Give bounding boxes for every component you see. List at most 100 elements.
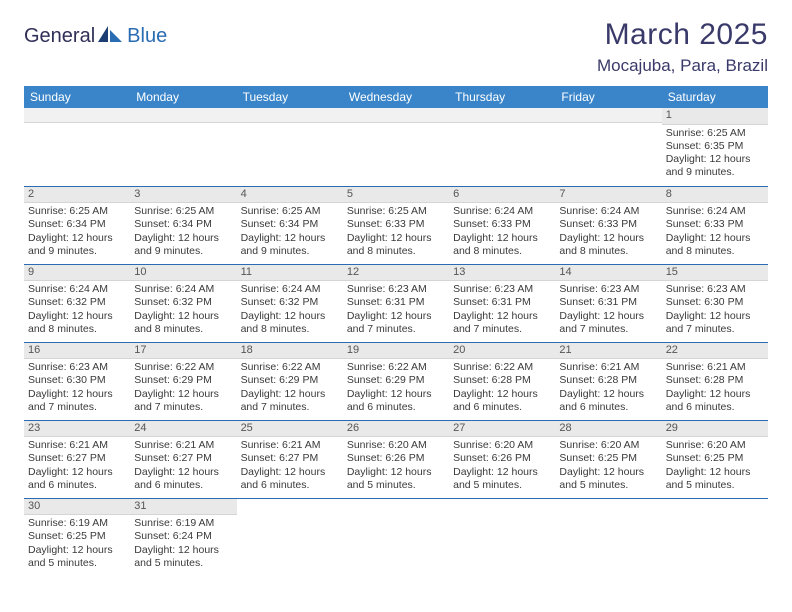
day-details: Sunrise: 6:23 AMSunset: 6:31 PMDaylight:… (449, 281, 555, 339)
sunrise-text: Sunrise: 6:23 AM (347, 283, 445, 296)
sunset-text: Sunset: 6:34 PM (28, 218, 126, 231)
day-details: Sunrise: 6:21 AMSunset: 6:27 PMDaylight:… (24, 437, 130, 495)
daylight-text: Daylight: 12 hours and 9 minutes. (134, 232, 232, 258)
sunset-text: Sunset: 6:26 PM (347, 452, 445, 465)
calendar-cell: 7Sunrise: 6:24 AMSunset: 6:33 PMDaylight… (555, 186, 661, 264)
daylight-text: Daylight: 12 hours and 7 minutes. (241, 388, 339, 414)
calendar-cell: 26Sunrise: 6:20 AMSunset: 6:26 PMDayligh… (343, 420, 449, 498)
sunset-text: Sunset: 6:25 PM (559, 452, 657, 465)
sunrise-text: Sunrise: 6:23 AM (28, 361, 126, 374)
daylight-text: Daylight: 12 hours and 6 minutes. (241, 466, 339, 492)
day-number-bar (555, 108, 661, 123)
daylight-text: Daylight: 12 hours and 6 minutes. (28, 466, 126, 492)
day-number: 24 (130, 421, 236, 438)
daylight-text: Daylight: 12 hours and 8 minutes. (347, 232, 445, 258)
daylight-text: Daylight: 12 hours and 8 minutes. (241, 310, 339, 336)
calendar-week-row: 30Sunrise: 6:19 AMSunset: 6:25 PMDayligh… (24, 498, 768, 576)
sunset-text: Sunset: 6:24 PM (134, 530, 232, 543)
sunset-text: Sunset: 6:35 PM (666, 140, 764, 153)
calendar-week-row: 1Sunrise: 6:25 AMSunset: 6:35 PMDaylight… (24, 108, 768, 186)
calendar-cell (449, 498, 555, 576)
calendar-cell: 12Sunrise: 6:23 AMSunset: 6:31 PMDayligh… (343, 264, 449, 342)
calendar-cell: 21Sunrise: 6:21 AMSunset: 6:28 PMDayligh… (555, 342, 661, 420)
sunrise-text: Sunrise: 6:21 AM (134, 439, 232, 452)
daylight-text: Daylight: 12 hours and 6 minutes. (559, 388, 657, 414)
daylight-text: Daylight: 12 hours and 6 minutes. (453, 388, 551, 414)
sunrise-text: Sunrise: 6:22 AM (134, 361, 232, 374)
daylight-text: Daylight: 12 hours and 6 minutes. (347, 388, 445, 414)
calendar-cell: 3Sunrise: 6:25 AMSunset: 6:34 PMDaylight… (130, 186, 236, 264)
calendar-cell: 17Sunrise: 6:22 AMSunset: 6:29 PMDayligh… (130, 342, 236, 420)
calendar-cell: 2Sunrise: 6:25 AMSunset: 6:34 PMDaylight… (24, 186, 130, 264)
sunset-text: Sunset: 6:26 PM (453, 452, 551, 465)
weekday-header: Friday (555, 86, 661, 108)
title-block: March 2025 Mocajuba, Para, Brazil (597, 18, 768, 76)
daylight-text: Daylight: 12 hours and 5 minutes. (559, 466, 657, 492)
logo-sails-icon (98, 24, 124, 49)
daylight-text: Daylight: 12 hours and 5 minutes. (134, 544, 232, 570)
weekday-header: Thursday (449, 86, 555, 108)
calendar-cell (449, 108, 555, 186)
day-details: Sunrise: 6:22 AMSunset: 6:29 PMDaylight:… (130, 359, 236, 417)
sunrise-text: Sunrise: 6:20 AM (559, 439, 657, 452)
sunrise-text: Sunrise: 6:21 AM (666, 361, 764, 374)
day-details: Sunrise: 6:24 AMSunset: 6:32 PMDaylight:… (24, 281, 130, 339)
calendar-cell: 23Sunrise: 6:21 AMSunset: 6:27 PMDayligh… (24, 420, 130, 498)
sunset-text: Sunset: 6:25 PM (28, 530, 126, 543)
sunset-text: Sunset: 6:33 PM (347, 218, 445, 231)
daylight-text: Daylight: 12 hours and 7 minutes. (134, 388, 232, 414)
day-number-bar (449, 108, 555, 123)
calendar-cell (237, 498, 343, 576)
daylight-text: Daylight: 12 hours and 5 minutes. (453, 466, 551, 492)
sunset-text: Sunset: 6:27 PM (241, 452, 339, 465)
daylight-text: Daylight: 12 hours and 8 minutes. (666, 232, 764, 258)
day-details: Sunrise: 6:20 AMSunset: 6:25 PMDaylight:… (662, 437, 768, 495)
sunset-text: Sunset: 6:29 PM (134, 374, 232, 387)
weekday-header: Monday (130, 86, 236, 108)
sunrise-text: Sunrise: 6:23 AM (559, 283, 657, 296)
day-number: 27 (449, 421, 555, 438)
sunrise-text: Sunrise: 6:19 AM (134, 517, 232, 530)
day-details: Sunrise: 6:24 AMSunset: 6:32 PMDaylight:… (237, 281, 343, 339)
day-details: Sunrise: 6:25 AMSunset: 6:34 PMDaylight:… (24, 203, 130, 261)
day-number: 25 (237, 421, 343, 438)
day-number: 11 (237, 265, 343, 282)
sunset-text: Sunset: 6:29 PM (347, 374, 445, 387)
day-number: 7 (555, 187, 661, 204)
calendar-cell: 11Sunrise: 6:24 AMSunset: 6:32 PMDayligh… (237, 264, 343, 342)
daylight-text: Daylight: 12 hours and 7 minutes. (453, 310, 551, 336)
calendar-week-row: 16Sunrise: 6:23 AMSunset: 6:30 PMDayligh… (24, 342, 768, 420)
daylight-text: Daylight: 12 hours and 5 minutes. (28, 544, 126, 570)
day-details: Sunrise: 6:19 AMSunset: 6:25 PMDaylight:… (24, 515, 130, 573)
calendar-cell (343, 498, 449, 576)
day-details: Sunrise: 6:21 AMSunset: 6:27 PMDaylight:… (130, 437, 236, 495)
sunset-text: Sunset: 6:34 PM (134, 218, 232, 231)
day-number: 17 (130, 343, 236, 360)
sunset-text: Sunset: 6:28 PM (666, 374, 764, 387)
sunset-text: Sunset: 6:34 PM (241, 218, 339, 231)
day-details: Sunrise: 6:21 AMSunset: 6:28 PMDaylight:… (662, 359, 768, 417)
calendar-cell (555, 108, 661, 186)
logo-text-blue: Blue (127, 25, 167, 48)
day-number: 10 (130, 265, 236, 282)
daylight-text: Daylight: 12 hours and 8 minutes. (453, 232, 551, 258)
sunset-text: Sunset: 6:31 PM (559, 296, 657, 309)
day-details: Sunrise: 6:25 AMSunset: 6:34 PMDaylight:… (237, 203, 343, 261)
sunrise-text: Sunrise: 6:22 AM (453, 361, 551, 374)
day-number: 6 (449, 187, 555, 204)
calendar-week-row: 2Sunrise: 6:25 AMSunset: 6:34 PMDaylight… (24, 186, 768, 264)
sunset-text: Sunset: 6:28 PM (559, 374, 657, 387)
daylight-text: Daylight: 12 hours and 9 minutes. (28, 232, 126, 258)
sunset-text: Sunset: 6:29 PM (241, 374, 339, 387)
day-details: Sunrise: 6:24 AMSunset: 6:32 PMDaylight:… (130, 281, 236, 339)
day-number-bar (130, 108, 236, 123)
sunrise-text: Sunrise: 6:24 AM (666, 205, 764, 218)
day-number: 5 (343, 187, 449, 204)
calendar-cell: 14Sunrise: 6:23 AMSunset: 6:31 PMDayligh… (555, 264, 661, 342)
day-details: Sunrise: 6:20 AMSunset: 6:26 PMDaylight:… (449, 437, 555, 495)
calendar-cell (343, 108, 449, 186)
sunrise-text: Sunrise: 6:20 AM (453, 439, 551, 452)
sunrise-text: Sunrise: 6:25 AM (134, 205, 232, 218)
daylight-text: Daylight: 12 hours and 5 minutes. (347, 466, 445, 492)
day-number: 8 (662, 187, 768, 204)
